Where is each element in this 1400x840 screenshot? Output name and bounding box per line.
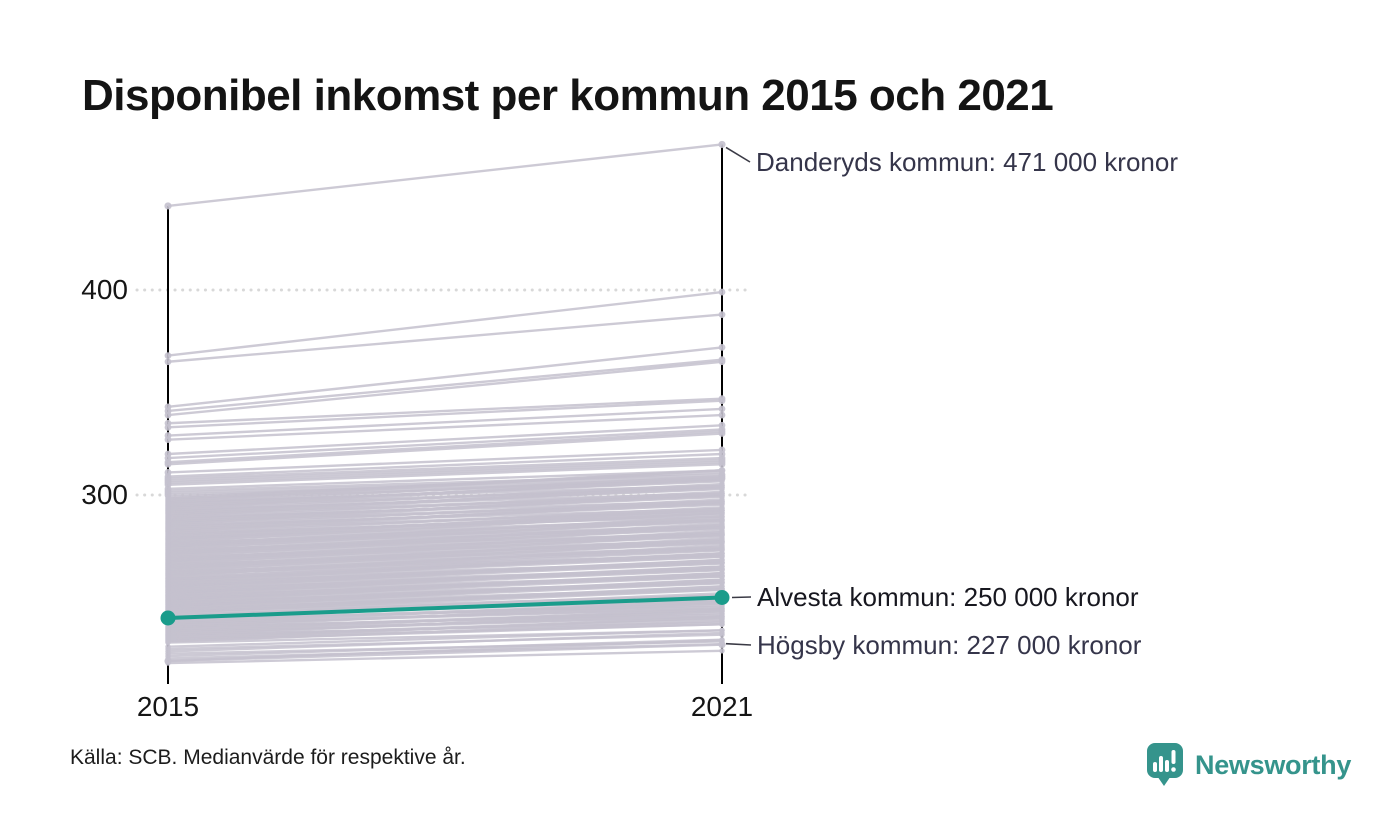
annotation-alvesta: Alvesta kommun: 250 000 kronor <box>757 582 1139 612</box>
y-tick-400: 400 <box>81 274 128 305</box>
source-note: Källa: SCB. Medianvärde för respektive å… <box>70 746 466 769</box>
brand-lockup: Newsworthy <box>1145 742 1351 788</box>
annotation-danderyd: Danderyds kommun: 471 000 kronor <box>756 147 1179 177</box>
brand-name: Newsworthy <box>1195 750 1352 780</box>
x-tick-2021: 2021 <box>690 691 754 722</box>
x-tick-2015: 2015 <box>136 691 200 722</box>
newsworthy-logo-icon <box>1147 743 1183 786</box>
annotation-hogsby: Högsby kommun: 227 000 kronor <box>757 630 1142 660</box>
page-title: Disponibel inkomst per kommun 2015 och 2… <box>82 71 1054 120</box>
y-tick-300: 300 <box>81 479 128 510</box>
